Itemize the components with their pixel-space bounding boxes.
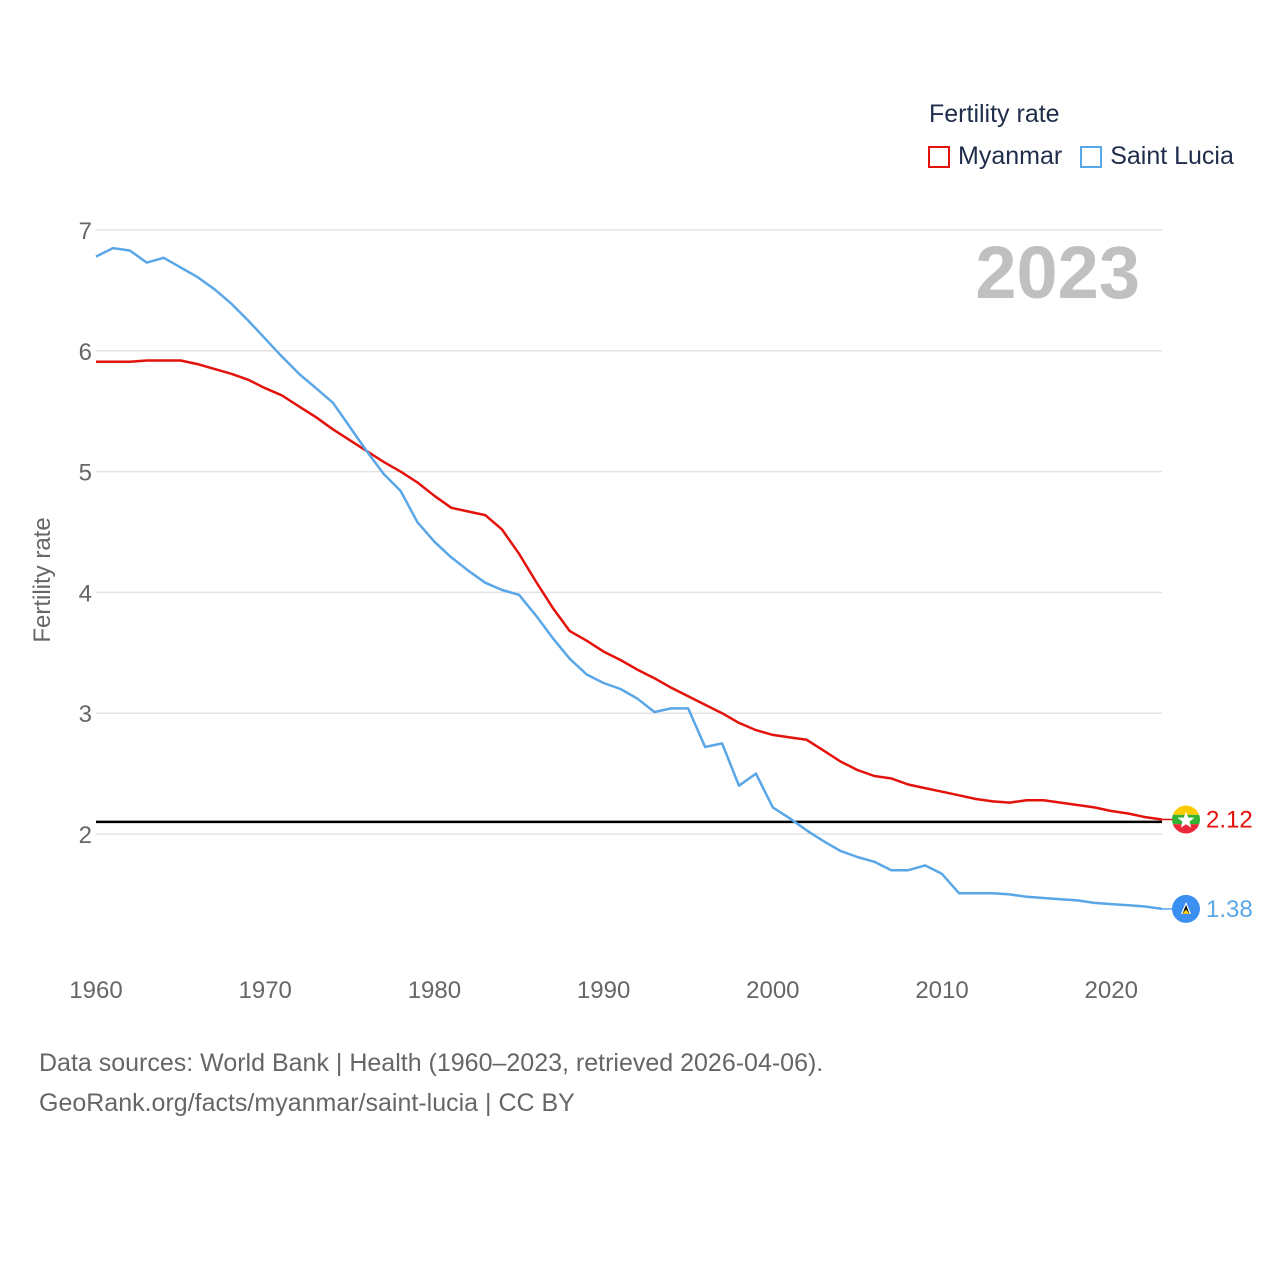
series-line-saint-lucia[interactable] bbox=[95, 246, 1163, 911]
legend-label-myanmar: Myanmar bbox=[958, 142, 1063, 170]
y-tick-label: 6 bbox=[79, 339, 92, 366]
x-tick-label: 1970 bbox=[239, 977, 292, 1004]
y-tick-label: 7 bbox=[79, 218, 92, 245]
source-note: Data sources: World Bank | Health (1960–… bbox=[39, 1043, 823, 1123]
series-line-myanmar[interactable] bbox=[96, 359, 1163, 821]
gridlines bbox=[96, 229, 1162, 835]
end-value-label-saint-lucia: 1.38 bbox=[1206, 896, 1253, 923]
legend-label-saint-lucia: Saint Lucia bbox=[1110, 142, 1234, 170]
saint-lucia-flag-icon bbox=[1172, 894, 1200, 923]
legend-title: Fertility rate bbox=[929, 100, 1060, 128]
y-tick-label: 2 bbox=[79, 822, 92, 849]
myanmar-flag-icon bbox=[1172, 805, 1200, 834]
legend-item-saint-lucia[interactable]: Saint Lucia bbox=[1080, 142, 1234, 171]
axis-ticks: 2 3 4 5 6 7 1960 1970 1980 1990 2000 2010 2020 bbox=[69, 218, 1138, 1004]
legend-item-myanmar[interactable]: Myanmar bbox=[928, 142, 1062, 171]
x-tick-label: 1960 bbox=[69, 977, 122, 1004]
end-value-label-myanmar: 2.12 bbox=[1206, 807, 1253, 834]
series-end-markers: 2.12 1.38 bbox=[1162, 805, 1253, 923]
source-line-2[interactable]: GeoRank.org/facts/myanmar/saint-lucia | … bbox=[39, 1089, 575, 1117]
x-tick-label: 2000 bbox=[746, 977, 799, 1004]
x-tick-label: 2020 bbox=[1085, 977, 1138, 1004]
y-tick-label: 5 bbox=[79, 460, 92, 487]
x-tick-label: 2010 bbox=[915, 977, 968, 1004]
legend: Myanmar Saint Lucia bbox=[928, 142, 1252, 171]
y-tick-label: 3 bbox=[79, 701, 92, 728]
x-tick-label: 1990 bbox=[577, 977, 630, 1004]
legend-swatch-saint-lucia bbox=[1080, 145, 1103, 168]
year-watermark: 2023 bbox=[975, 231, 1140, 314]
y-axis-label: Fertility rate bbox=[29, 517, 56, 642]
y-tick-label: 4 bbox=[79, 580, 92, 607]
legend-swatch-myanmar bbox=[928, 145, 950, 168]
x-tick-label: 1980 bbox=[408, 977, 461, 1004]
series-lines bbox=[95, 246, 1163, 911]
source-line-1: Data sources: World Bank | Health (1960–… bbox=[39, 1049, 824, 1077]
